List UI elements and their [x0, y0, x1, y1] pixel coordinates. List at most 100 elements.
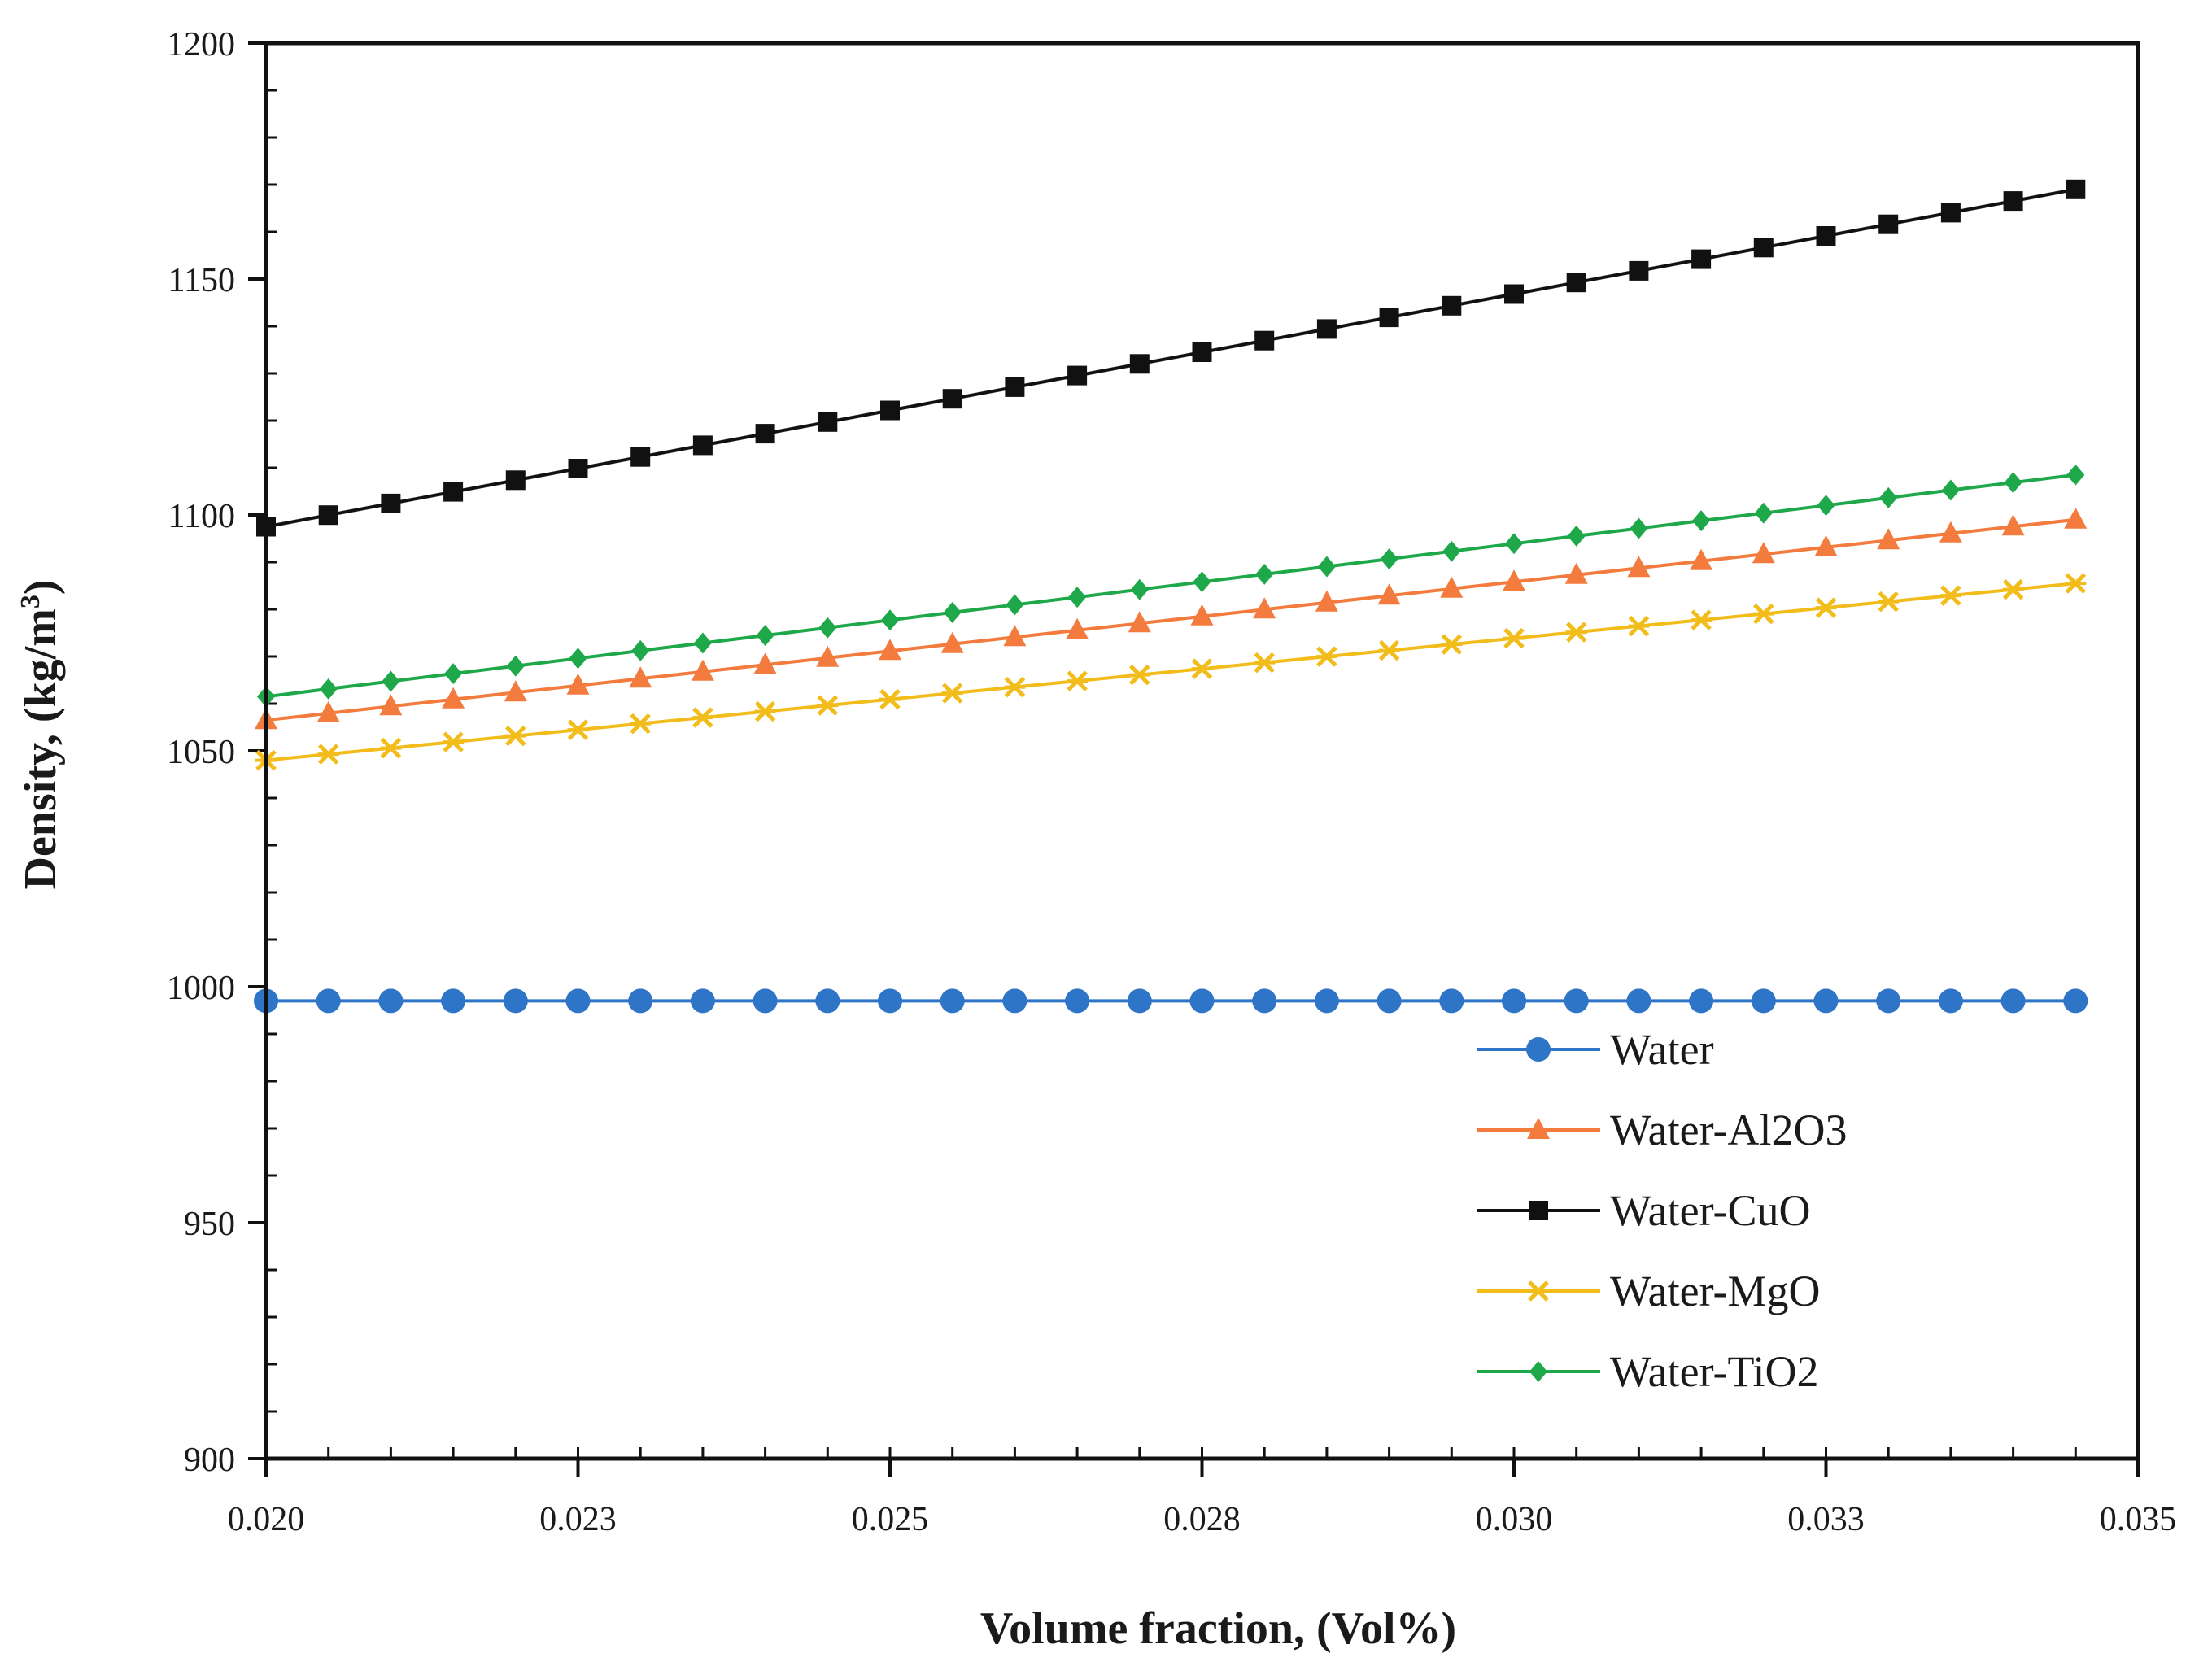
series-line: [265, 517, 2076, 722]
legend-label: Water: [1610, 1025, 1714, 1074]
x-tick-label: 0.035: [2100, 1501, 2177, 1538]
data-point: [1190, 604, 1214, 626]
legend-item: Water-Al2O3: [1477, 1106, 1847, 1154]
data-point: [382, 670, 400, 692]
data-point: [1814, 534, 1838, 556]
data-point: [443, 482, 464, 502]
data-point: [2063, 988, 2088, 1014]
legend-label: Water-MgO: [1610, 1267, 1820, 1315]
y-tick-label: 1050: [167, 734, 235, 771]
data-point: [1816, 226, 1836, 246]
data-point: [567, 719, 589, 740]
data-point: [1691, 609, 1712, 630]
legend-marker: [1529, 1361, 1547, 1382]
data-point: [1564, 988, 1589, 1014]
plot-area-frame: [264, 41, 2140, 1461]
legend-item: Water-MgO: [1477, 1267, 1820, 1315]
series-water-cuo: [256, 179, 2086, 537]
data-point: [878, 988, 902, 1014]
data-point: [1127, 988, 1152, 1014]
data-point: [1380, 548, 1398, 570]
legend-marker: [1527, 1118, 1550, 1139]
data-point: [504, 725, 526, 747]
data-point: [1939, 585, 1961, 606]
data-point: [1626, 988, 1651, 1014]
data-point: [2004, 472, 2022, 494]
x-tick-label: 0.030: [1476, 1501, 1553, 1538]
x-tick-label: 0.028: [1163, 1501, 1241, 1538]
data-point: [1440, 576, 1464, 598]
y-axis-title: Density, (kg/m3): [15, 579, 66, 889]
legend-marker: [1528, 1280, 1549, 1302]
data-point: [1877, 528, 1900, 550]
data-point: [379, 694, 403, 716]
data-point: [817, 695, 839, 716]
data-point: [1315, 646, 1337, 667]
data-point: [693, 632, 712, 654]
data-point: [1002, 988, 1027, 1014]
data-point: [1378, 639, 1400, 661]
data-point: [816, 645, 840, 667]
data-point: [1379, 308, 1399, 328]
data-point: [880, 400, 900, 421]
data-point: [319, 678, 338, 700]
data-point: [1753, 238, 1774, 258]
legend-item: Water: [1477, 1025, 1714, 1074]
data-point: [444, 663, 463, 685]
legend-label: Water-CuO: [1610, 1186, 1810, 1235]
data-point: [1751, 988, 1776, 1014]
data-point: [1314, 988, 1339, 1014]
data-point: [1439, 988, 1464, 1014]
data-point: [1068, 587, 1087, 608]
data-point: [692, 435, 713, 456]
data-point: [1253, 597, 1276, 619]
data-point: [568, 459, 588, 478]
data-point: [316, 700, 340, 722]
y-axis-title-main: Density, (kg/m: [15, 608, 66, 889]
data-point: [941, 683, 963, 704]
data-point: [1689, 988, 1714, 1014]
data-point: [815, 988, 840, 1014]
data-point: [690, 988, 715, 1014]
data-point: [630, 447, 651, 467]
data-point: [1441, 634, 1463, 655]
data-point: [940, 988, 965, 1014]
data-point: [1065, 988, 1090, 1014]
data-point: [1817, 495, 1835, 517]
data-point: [1938, 988, 1963, 1014]
data-point: [940, 631, 964, 653]
data-point: [753, 988, 778, 1014]
data-point: [2003, 191, 2023, 212]
data-point: [1815, 597, 1837, 618]
y-tick-label: 1150: [168, 262, 235, 299]
data-point: [2000, 988, 2026, 1014]
data-point: [381, 493, 401, 513]
data-point: [1004, 676, 1026, 698]
data-point: [1254, 652, 1276, 674]
data-point: [1377, 583, 1401, 605]
data-point: [441, 988, 466, 1014]
data-point: [1129, 354, 1150, 374]
data-point: [942, 389, 962, 409]
y-tick-label: 950: [184, 1206, 235, 1243]
data-point: [1629, 260, 1649, 281]
data-point: [1066, 617, 1089, 639]
series-water-al2o3: [255, 507, 2088, 730]
data-point: [1442, 540, 1461, 562]
y-axis-title-superscript: 3: [15, 595, 46, 608]
data-point: [378, 988, 404, 1014]
legend-item: Water-CuO: [1477, 1186, 1810, 1235]
data-point: [1255, 563, 1274, 585]
y-tick-label: 1000: [167, 970, 235, 1007]
series-line: [265, 582, 2076, 762]
data-point: [2065, 573, 2087, 594]
data-point: [2066, 179, 2086, 199]
data-point: [1630, 517, 1648, 539]
data-point: [756, 625, 774, 647]
y-tick-label: 900: [184, 1442, 235, 1479]
data-point: [442, 687, 465, 709]
data-point: [1191, 658, 1213, 679]
data-point: [628, 988, 653, 1014]
data-point: [1754, 502, 1773, 524]
